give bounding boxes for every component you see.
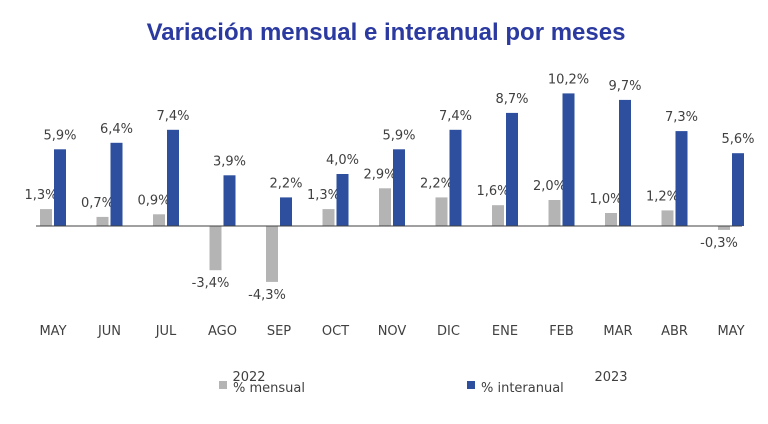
- bar-interanual-7: [393, 149, 405, 226]
- bars-group: 1,3% 5,9% 0,7% 6,4% 0,9% 7,4% -3,4% 3,9% -4,3% 2,…: [24, 72, 754, 303]
- data-label-interanual-5: 2,2%: [269, 176, 302, 191]
- bar-mensual-8: [435, 197, 448, 226]
- legend-swatch-interanual: [467, 381, 475, 389]
- x-tick-label-3: JUL: [155, 324, 177, 339]
- x-tick-label-1: MAY: [39, 324, 66, 339]
- x-tick-label-13: MAY: [717, 324, 744, 339]
- x-tick-label-10: FEB: [549, 324, 574, 339]
- bar-interanual-12: [675, 131, 688, 226]
- data-label-mensual-8: 2,2%: [420, 176, 453, 191]
- x-tick-label-5: SEP: [267, 324, 291, 339]
- legend: % mensual % interanual: [219, 381, 564, 396]
- data-label-mensual-10: 2,0%: [533, 179, 566, 194]
- bar-interanual-9: [506, 112, 518, 226]
- data-label-interanual-6: 4,0%: [326, 153, 359, 168]
- data-label-interanual-9: 8,7%: [495, 92, 528, 107]
- x-tick-label-12: ABR: [661, 324, 688, 339]
- year-label-2022: 2022: [232, 370, 265, 385]
- bar-interanual-13: [732, 153, 744, 226]
- bar-interanual-1: [54, 149, 66, 226]
- x-tick-label-6: OCT: [322, 324, 349, 339]
- bar-interanual-11: [619, 99, 631, 226]
- bar-mensual-2: [96, 216, 109, 226]
- bar-interanual-10: [562, 93, 575, 227]
- x-tick-label-11: MAR: [603, 324, 632, 339]
- bar-mensual-3: [153, 214, 165, 226]
- x-tick-label-7: NOV: [378, 324, 407, 339]
- data-label-mensual-7: 2,9%: [363, 167, 396, 182]
- data-label-interanual-3: 7,4%: [156, 109, 189, 124]
- data-label-mensual-2: 0,7%: [81, 196, 114, 211]
- bar-mensual-4: [209, 226, 222, 271]
- bar-mensual-10: [548, 200, 561, 226]
- x-axis-ticks: MAY JUN JUL AGO SEP OCT NOV DIC ENE FEB MAR ABR MAY: [39, 324, 744, 339]
- data-label-interanual-4: 3,9%: [213, 154, 246, 169]
- bar-interanual-8: [449, 129, 462, 226]
- data-label-mensual-3: 0,9%: [137, 193, 170, 208]
- data-label-interanual-10: 10,2%: [548, 72, 589, 87]
- data-label-mensual-9: 1,6%: [476, 184, 509, 199]
- bar-interanual-2: [110, 142, 123, 226]
- bar-interanual-6: [336, 174, 349, 226]
- year-label-2023: 2023: [594, 370, 627, 385]
- data-label-mensual-1: 1,3%: [24, 188, 57, 203]
- x-tick-label-8: DIC: [437, 324, 460, 339]
- bar-mensual-11: [605, 213, 617, 226]
- data-label-interanual-13: 5,6%: [721, 132, 754, 147]
- data-label-mensual-11: 1,0%: [589, 192, 622, 207]
- data-label-mensual-12: 1,2%: [646, 189, 679, 204]
- data-label-interanual-8: 7,4%: [439, 109, 472, 124]
- legend-swatch-mensual: [219, 381, 227, 389]
- x-tick-label-2: JUN: [97, 324, 121, 339]
- bar-interanual-3: [167, 129, 179, 226]
- chart-title: Variación mensual e interanual por meses: [147, 19, 626, 46]
- data-label-mensual-5: -4,3%: [248, 288, 286, 303]
- data-label-mensual-13: -0,3%: [700, 236, 738, 251]
- legend-label-interanual: % interanual: [481, 381, 564, 396]
- x-tick-label-4: AGO: [208, 324, 237, 339]
- data-label-mensual-6: 1,3%: [307, 188, 340, 203]
- bar-interanual-4: [223, 175, 236, 226]
- bar-mensual-1: [40, 209, 52, 226]
- bar-mensual-12: [661, 210, 674, 226]
- bar-interanual-5: [280, 197, 292, 226]
- bar-mensual-6: [322, 209, 335, 226]
- data-label-interanual-2: 6,4%: [100, 122, 133, 137]
- bar-mensual-5: [266, 226, 278, 282]
- data-label-interanual-12: 7,3%: [665, 110, 698, 125]
- data-label-interanual-11: 9,7%: [608, 79, 641, 94]
- data-label-mensual-4: -3,4%: [192, 276, 230, 291]
- x-tick-label-9: ENE: [492, 324, 518, 339]
- data-label-interanual-7: 5,9%: [382, 128, 415, 143]
- bar-mensual-13: [718, 226, 730, 230]
- legend-label-mensual: % mensual: [233, 381, 305, 396]
- bar-mensual-7: [379, 188, 391, 226]
- bar-mensual-9: [492, 205, 504, 226]
- data-label-interanual-1: 5,9%: [43, 128, 76, 143]
